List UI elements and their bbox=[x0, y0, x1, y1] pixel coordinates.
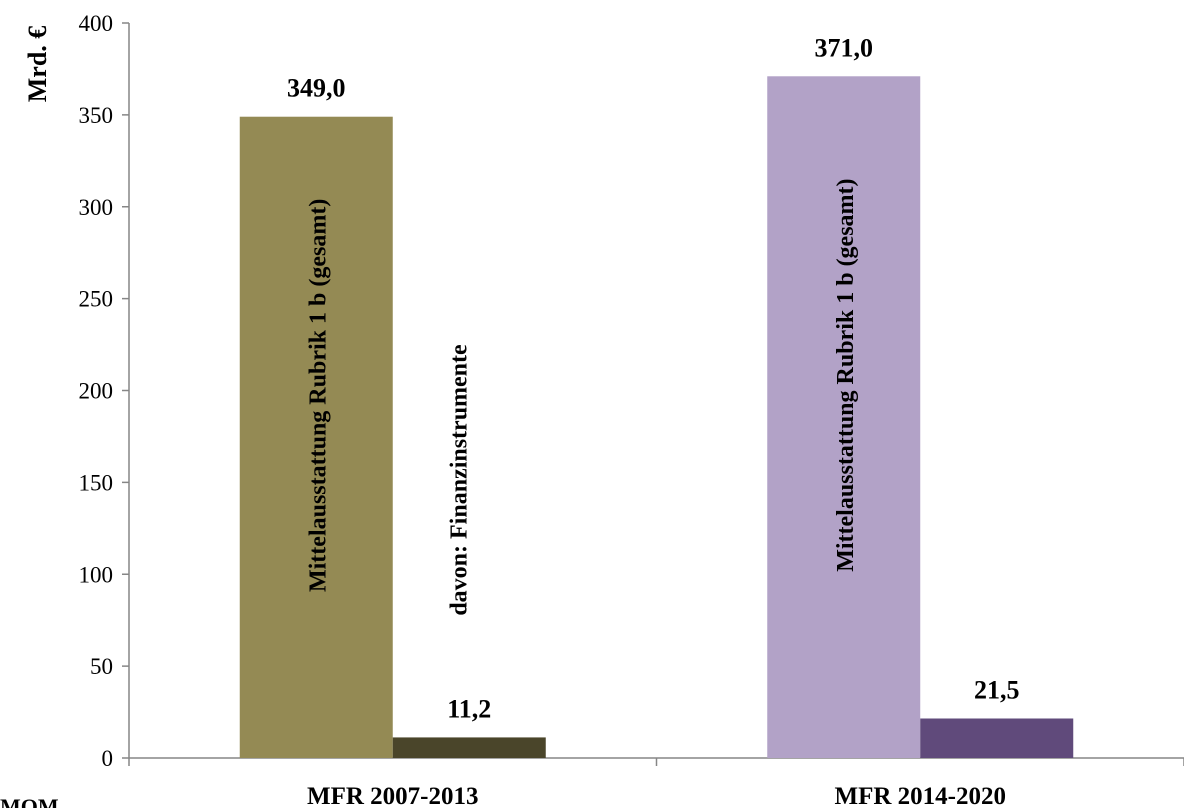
x-category-label: MFR 2014-2020 bbox=[835, 783, 1007, 808]
y-tick-label: 250 bbox=[79, 287, 114, 312]
data-label: 349,0 bbox=[287, 74, 346, 103]
bar bbox=[392, 737, 546, 758]
y-tick-label: 100 bbox=[79, 562, 114, 587]
series-label-in-bar: Mittelausstattung Rubrik 1 b (gesamt) bbox=[833, 178, 859, 571]
chart-labels: MFR 2007-2013 349,0 11,2 MFR 2014-2020 371,0… bbox=[287, 33, 1020, 808]
y-tick-label: 300 bbox=[79, 195, 114, 220]
bar bbox=[767, 76, 921, 759]
x-category-label: MFR 2007-2013 bbox=[307, 783, 479, 808]
cropped-footer-text: MOM bbox=[0, 794, 59, 808]
y-tick-label: 200 bbox=[79, 379, 114, 404]
series-label-in-bar: Mittelausstattung Rubrik 1 b (gesamt) bbox=[305, 199, 331, 592]
y-tick-label: 400 bbox=[79, 11, 114, 36]
series-label-finanzinstrumente: davon: Finanzinstrumente bbox=[446, 344, 472, 616]
bar bbox=[239, 116, 393, 758]
y-tick-label: 150 bbox=[79, 470, 114, 495]
chart-bars bbox=[239, 76, 1074, 759]
y-tick-label: 50 bbox=[90, 654, 113, 679]
data-label: 371,0 bbox=[815, 33, 874, 62]
bar bbox=[920, 718, 1074, 758]
y-tick-label: 0 bbox=[102, 746, 114, 771]
y-tick-label: 350 bbox=[79, 103, 114, 128]
chart-axes: 0 50 100 150 200 250 300 350 400 Mrd. € bbox=[23, 11, 1184, 771]
data-label: 21,5 bbox=[974, 675, 1020, 704]
y-axis-title: Mrd. € bbox=[23, 26, 52, 103]
data-label: 11,2 bbox=[447, 694, 491, 723]
